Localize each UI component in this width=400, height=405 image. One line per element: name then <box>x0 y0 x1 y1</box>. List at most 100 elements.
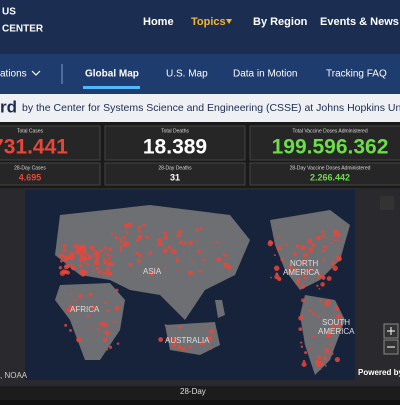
case-marker <box>70 265 74 269</box>
case-marker <box>110 262 114 266</box>
map-label: SOUTH <box>322 318 350 327</box>
case-marker <box>115 236 119 240</box>
case-marker <box>70 255 73 258</box>
case-marker <box>292 252 298 257</box>
case-marker <box>167 245 172 250</box>
case-marker <box>163 231 168 235</box>
case-marker <box>202 258 205 261</box>
nav-link[interactable]: Events & News <box>320 16 399 28</box>
stat-sub-value: 31 <box>170 172 180 182</box>
case-marker <box>166 337 170 342</box>
case-marker <box>182 251 185 253</box>
case-marker <box>188 240 193 246</box>
nav-link[interactable]: Topics <box>191 16 226 28</box>
case-marker <box>146 254 149 257</box>
case-marker <box>107 259 109 262</box>
case-marker <box>316 284 319 287</box>
sub-nav-link[interactable]: Tracking FAQ <box>326 69 387 80</box>
case-marker <box>325 335 328 338</box>
stat-value: 731.441 <box>0 136 68 159</box>
case-marker <box>162 248 168 254</box>
case-marker <box>228 224 231 227</box>
case-marker <box>78 263 83 268</box>
case-marker <box>137 234 143 240</box>
case-marker <box>86 314 90 319</box>
case-marker <box>62 245 66 249</box>
case-marker <box>318 299 322 303</box>
stat-card <box>249 125 400 161</box>
case-marker <box>196 240 198 242</box>
case-marker <box>324 347 330 354</box>
case-marker <box>74 249 80 255</box>
case-marker <box>325 298 331 305</box>
case-marker <box>187 270 194 276</box>
case-marker <box>298 327 303 332</box>
nav-link[interactable]: By Region <box>253 16 308 28</box>
case-marker <box>322 249 325 253</box>
case-marker <box>227 265 232 270</box>
case-marker <box>122 240 125 243</box>
case-marker <box>100 269 103 272</box>
case-marker <box>323 356 328 361</box>
case-marker <box>213 256 216 259</box>
case-marker <box>86 262 90 267</box>
case-marker <box>99 331 101 334</box>
stat-label: Total Vaccine Doses Administered <box>292 128 367 134</box>
map-label: ASIA <box>143 267 162 276</box>
case-marker <box>157 241 163 247</box>
case-marker <box>68 304 72 309</box>
case-marker <box>301 298 305 303</box>
case-marker <box>58 265 63 270</box>
case-marker <box>178 240 183 245</box>
title-bold: rd <box>0 97 17 116</box>
logo-line: CENTER <box>2 24 44 35</box>
case-marker <box>199 342 203 345</box>
layers-button[interactable] <box>380 196 394 210</box>
case-marker <box>105 267 109 271</box>
case-marker <box>308 266 313 271</box>
case-marker <box>100 248 103 252</box>
case-marker <box>171 248 177 255</box>
case-marker <box>190 259 193 262</box>
case-marker <box>104 330 110 336</box>
case-marker <box>184 242 188 245</box>
sub-nav-link[interactable]: Data in Motion <box>233 69 297 80</box>
case-marker <box>326 331 333 338</box>
case-marker <box>322 258 325 261</box>
case-marker <box>298 315 304 321</box>
case-marker <box>324 364 327 367</box>
case-marker <box>317 314 320 318</box>
case-marker <box>135 238 140 242</box>
case-marker <box>88 326 92 330</box>
case-marker <box>95 266 100 271</box>
case-marker <box>69 293 72 296</box>
case-marker <box>303 276 307 280</box>
case-marker <box>124 241 130 247</box>
sub-nav-link[interactable]: Global Map <box>85 69 139 80</box>
case-marker <box>172 342 177 348</box>
case-marker <box>171 337 177 343</box>
case-marker <box>336 323 342 328</box>
case-marker <box>87 292 91 296</box>
sub-nav-link[interactable]: U.S. Map <box>166 69 208 80</box>
case-marker <box>188 345 192 349</box>
case-marker <box>80 254 84 259</box>
case-marker <box>145 235 149 239</box>
sub-nav-link[interactable]: ations <box>0 69 27 80</box>
case-marker <box>63 264 69 270</box>
case-marker <box>75 244 78 247</box>
case-marker <box>322 244 328 249</box>
case-marker <box>286 266 290 269</box>
case-marker <box>209 328 214 334</box>
case-marker <box>273 265 280 271</box>
case-marker <box>292 267 297 272</box>
case-marker <box>118 238 123 242</box>
case-marker <box>103 246 107 250</box>
case-marker <box>136 259 141 264</box>
case-marker <box>60 259 63 263</box>
tab-label[interactable]: 28-Day <box>180 387 206 396</box>
stat-card <box>0 162 101 186</box>
nav-link[interactable]: Home <box>143 16 174 28</box>
case-marker <box>148 250 153 255</box>
case-marker <box>308 246 311 249</box>
